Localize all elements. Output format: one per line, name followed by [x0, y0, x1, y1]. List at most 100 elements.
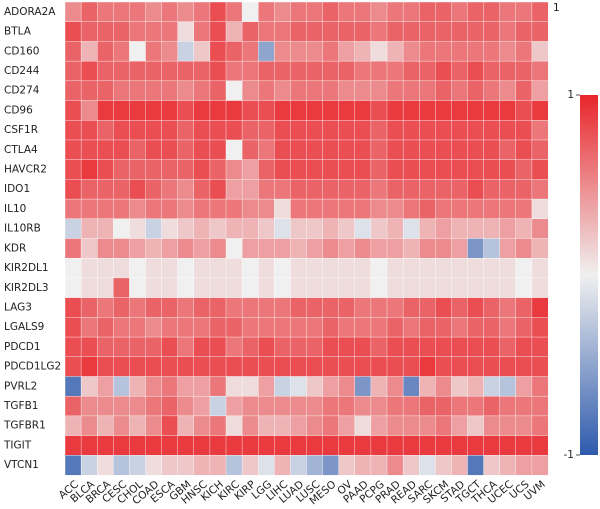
row-label: CTLA4: [4, 144, 38, 156]
cell: [322, 356, 340, 377]
cell: [290, 1, 307, 23]
cell: [96, 376, 114, 397]
cell: [467, 395, 485, 417]
cell: [225, 317, 243, 338]
cell: [161, 395, 179, 417]
cell: [64, 455, 82, 476]
cell: [515, 41, 533, 62]
cell: [386, 159, 404, 180]
cell: [209, 435, 227, 456]
cell: [290, 139, 307, 161]
cell: [113, 80, 130, 102]
cell: [177, 258, 195, 279]
cell: [290, 258, 307, 279]
cell: [80, 218, 98, 240]
cell: [258, 336, 275, 358]
cell: [290, 238, 307, 259]
cell: [241, 258, 259, 279]
cell: [129, 395, 146, 417]
cell: [483, 120, 501, 141]
cell: [338, 21, 356, 42]
cell: [258, 277, 275, 299]
row-label: IL10: [4, 203, 26, 215]
cell: [402, 159, 420, 180]
cell: [435, 317, 452, 338]
cell: [322, 60, 340, 82]
cell: [467, 336, 485, 358]
cell: [113, 218, 130, 240]
cell: [499, 297, 517, 318]
cell: [290, 376, 307, 397]
cell: [499, 179, 517, 200]
cell: [451, 139, 468, 161]
cell: [354, 317, 372, 338]
cell: [193, 80, 211, 102]
cell: [386, 455, 404, 476]
cell: [531, 60, 549, 82]
cell: [370, 238, 388, 259]
cell: [402, 139, 420, 161]
cell: [435, 258, 452, 279]
cell: [209, 120, 227, 141]
cell: [306, 100, 324, 121]
cell: [80, 277, 98, 299]
cell: [209, 100, 227, 121]
cell: [515, 395, 533, 417]
cell: [225, 277, 243, 299]
cell: [435, 376, 452, 397]
cell: [64, 277, 82, 299]
cell: [531, 435, 549, 456]
cell: [467, 21, 485, 42]
cell: [290, 435, 307, 456]
cell: [113, 1, 130, 23]
cell: [483, 179, 501, 200]
cell: [531, 21, 549, 42]
cell: [258, 218, 275, 240]
cell: [370, 179, 388, 200]
cell: [322, 336, 340, 358]
cell: [145, 100, 163, 121]
row-label: LAG3: [4, 301, 32, 313]
cell: [161, 60, 179, 82]
cell: [338, 336, 356, 358]
cell: [386, 218, 404, 240]
cell: [306, 356, 324, 377]
cell: [274, 455, 291, 476]
cell: [241, 455, 259, 476]
cell: [258, 41, 275, 62]
cell: [370, 415, 388, 437]
cell: [306, 21, 324, 42]
cell: [129, 100, 146, 121]
cell: [402, 80, 420, 102]
cell: [161, 218, 179, 240]
cell: [499, 41, 517, 62]
row-label: IDO1: [4, 183, 30, 195]
cell: [113, 120, 130, 141]
cell: [161, 415, 179, 437]
cell: [64, 100, 82, 121]
cell: [386, 376, 404, 397]
cell: [64, 336, 82, 358]
cell: [306, 179, 324, 200]
cell: [354, 297, 372, 318]
cell: [145, 455, 163, 476]
cell: [209, 297, 227, 318]
cell: [306, 218, 324, 240]
cell: [80, 376, 98, 397]
cell: [515, 21, 533, 42]
cell: [338, 415, 356, 437]
cell: [370, 1, 388, 23]
cell: [467, 297, 485, 318]
cell: [209, 258, 227, 279]
cell: [161, 258, 179, 279]
row-label: TGFB1: [3, 400, 38, 412]
cell: [306, 1, 324, 23]
cell: [386, 395, 404, 417]
cell: [258, 179, 275, 200]
colorbar: [580, 95, 598, 455]
cell: [96, 317, 114, 338]
cell: [193, 455, 211, 476]
cell: [161, 159, 179, 180]
cell: [161, 435, 179, 456]
cell: [290, 415, 307, 437]
